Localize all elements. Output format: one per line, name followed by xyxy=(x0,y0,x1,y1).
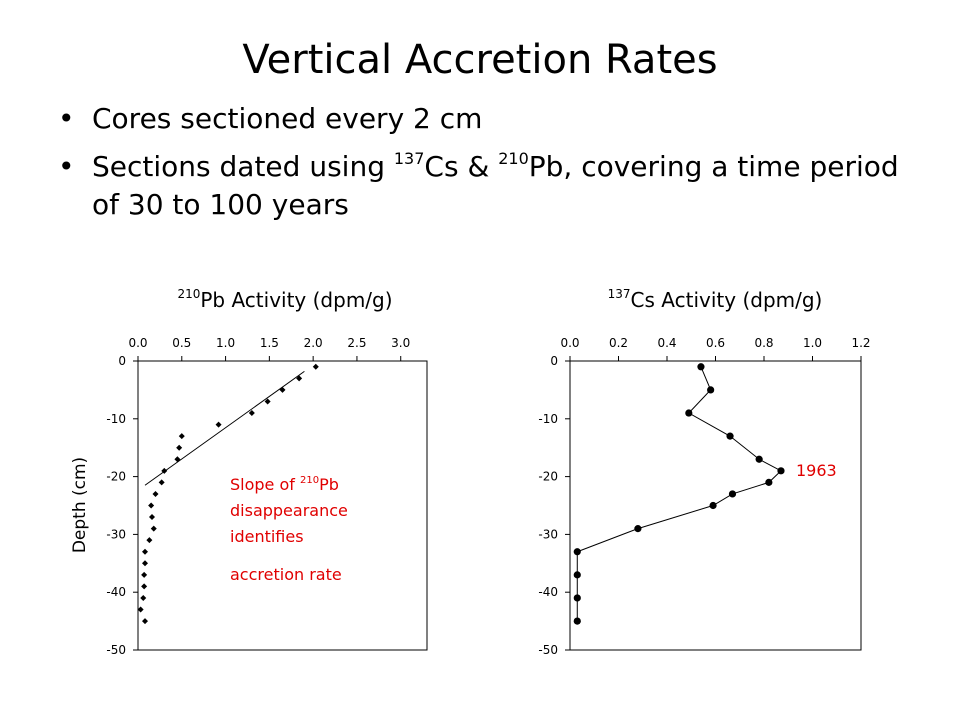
pb-point xyxy=(142,618,149,625)
bullet-text: Cores sectioned every 2 cm xyxy=(92,102,483,135)
pb-x-tick-label: 3.0 xyxy=(391,336,410,350)
bullet-text: Sections dated using 137Cs & 210Pb, cove… xyxy=(92,149,899,221)
cs-point xyxy=(573,548,581,556)
bullet-icon: • xyxy=(58,102,75,135)
cs-chart-title: 137Cs Activity (dpm/g) xyxy=(608,287,823,312)
pb-point xyxy=(148,502,155,509)
pb-point xyxy=(141,571,148,578)
pb-y-tick-label: -50 xyxy=(106,643,126,657)
pb-point xyxy=(296,375,303,382)
cs-chart: 137Cs Activity (dpm/g) 0.0 0.2 0.4 0.6 0.8 1.… xyxy=(538,287,870,657)
cs-point xyxy=(634,525,642,533)
pb-point xyxy=(137,606,144,613)
pb-annotation-line4: accretion rate xyxy=(230,565,342,584)
pb-data-points xyxy=(137,363,319,625)
pb-annotation-line3: identifies xyxy=(230,527,304,546)
pb-x-tick-label: 0.0 xyxy=(128,336,147,350)
cs-point xyxy=(765,478,773,486)
pb-point xyxy=(150,525,157,532)
cs-annotation-1963: 1963 xyxy=(796,461,837,480)
pb-point xyxy=(141,583,148,590)
pb-point xyxy=(142,548,149,555)
pb-trendline xyxy=(144,370,305,486)
cs-data-points xyxy=(573,363,785,625)
slide-title: Vertical Accretion Rates xyxy=(242,37,718,83)
cs-y-axis: 0 -10 -20 -30 -40 -50 xyxy=(538,354,570,657)
pb-x-tick-label: 1.0 xyxy=(216,336,235,350)
bullet-item: • Cores sectioned every 2 cm xyxy=(58,100,918,138)
pb-point xyxy=(264,398,271,405)
cs-point xyxy=(755,455,763,463)
cs-x-tick-label: 0.4 xyxy=(657,336,676,350)
pb-y-tick-label: -20 xyxy=(106,470,126,484)
pb-y-axis: 0 -10 -20 -30 -40 -50 xyxy=(106,354,138,657)
pb-point xyxy=(279,386,286,393)
cs-x-tick-label: 0.2 xyxy=(609,336,628,350)
bullet-item: • Sections dated using 137Cs & 210Pb, co… xyxy=(58,148,918,224)
cs-y-tick-label: 0 xyxy=(550,354,558,368)
cs-y-tick-label: -40 xyxy=(538,585,558,599)
pb-point xyxy=(174,456,181,463)
pb-annotation-line2: disappearance xyxy=(230,501,348,520)
pb-y-tick-label: -10 xyxy=(106,412,126,426)
pb-point xyxy=(248,410,255,417)
cs-x-tick-label: 1.2 xyxy=(851,336,870,350)
cs-point xyxy=(728,490,737,498)
cs-y-tick-label: -20 xyxy=(538,470,558,484)
cs-point xyxy=(726,432,734,440)
cs-series-line xyxy=(576,366,782,622)
cs-point xyxy=(573,594,581,602)
cs-y-tick-label: -30 xyxy=(538,527,558,541)
cs-y-tick-label: -50 xyxy=(538,643,558,657)
pb-point xyxy=(176,444,183,451)
pb-point xyxy=(142,560,149,567)
pb-ylabel: Depth (cm) xyxy=(70,457,90,553)
pb-x-tick-label: 1.5 xyxy=(260,336,279,350)
bullet-icon: • xyxy=(58,150,75,183)
pb-point xyxy=(161,467,168,474)
cs-point xyxy=(707,386,715,394)
pb-point xyxy=(140,594,147,601)
cs-x-tick-label: 1.0 xyxy=(803,336,822,350)
cs-x-tick-label: 0.8 xyxy=(754,336,773,350)
pb-point xyxy=(149,514,156,521)
pb-point xyxy=(215,421,222,428)
cs-point xyxy=(573,617,581,625)
pb-point xyxy=(146,537,153,544)
cs-point xyxy=(709,501,717,510)
pb-x-axis: 0.0 0.5 1.0 1.5 2.0 2.5 3.0 xyxy=(128,336,410,361)
pb-point xyxy=(158,479,165,486)
cs-x-tick-label: 0.0 xyxy=(560,336,579,350)
pb-x-tick-label: 0.5 xyxy=(172,336,191,350)
pb-chart: 210Pb Activity (dpm/g) Depth (cm) 0.0 0.5… xyxy=(70,287,428,657)
cs-x-axis: 0.0 0.2 0.4 0.6 0.8 1.0 1.2 xyxy=(560,336,871,361)
cs-point xyxy=(697,363,705,371)
pb-chart-title: 210Pb Activity (dpm/g) xyxy=(177,287,392,312)
cs-point xyxy=(573,571,581,579)
pb-x-tick-label: 2.0 xyxy=(304,336,323,350)
cs-y-tick-label: -10 xyxy=(538,412,558,426)
pb-point xyxy=(152,490,159,497)
bullet-list: • Cores sectioned every 2 cm • Sections … xyxy=(58,100,918,234)
pb-y-tick-label: 0 xyxy=(118,354,126,368)
cs-point xyxy=(777,467,785,475)
pb-x-tick-label: 2.5 xyxy=(347,336,366,350)
pb-y-tick-label: -40 xyxy=(106,585,126,599)
cs-x-tick-label: 0.6 xyxy=(706,336,725,350)
pb-point xyxy=(312,363,319,370)
cs-point xyxy=(685,409,693,417)
pb-y-tick-label: -30 xyxy=(106,527,126,541)
pb-point xyxy=(178,433,185,440)
pb-plot-area xyxy=(137,360,428,651)
pb-annotation-line1: Slope of 210Pb xyxy=(230,475,339,494)
